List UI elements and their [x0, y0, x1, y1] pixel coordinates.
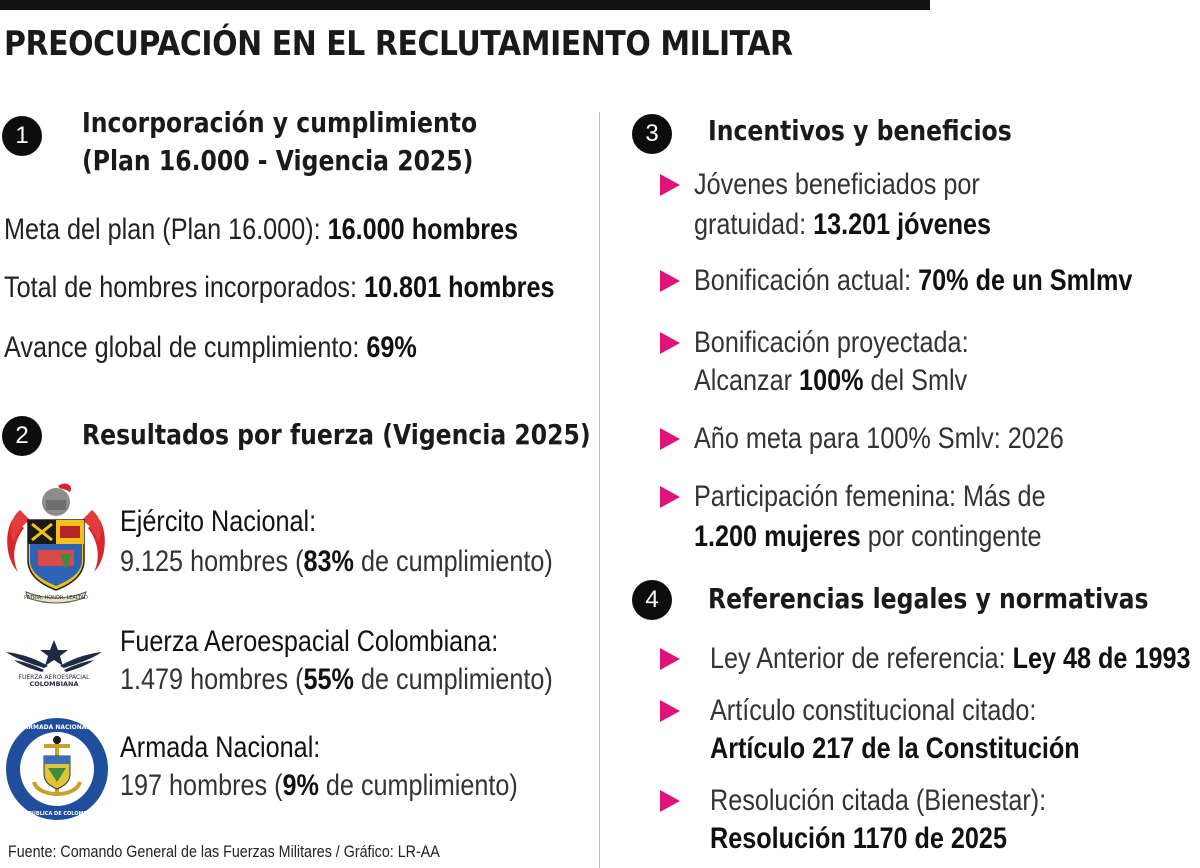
armada-logo-bottom: REPÚBLICA DE COLOMBIA: [21, 810, 93, 817]
youth-beneficiaries-value: 13.201 jóvenes: [813, 208, 992, 241]
fuerza-aeroespacial-emblem-icon: FUERZA AEROESPACIAL COLOMBIANA: [6, 640, 102, 688]
youth-beneficiaries-label: gratuidad:: [694, 208, 814, 241]
bullet-arrow-icon: [660, 174, 680, 196]
youth-beneficiaries-line2: gratuidad: 13.201 jóvenes: [694, 206, 991, 244]
plan-goal-value: 16.000 hombres: [327, 213, 519, 246]
total-incorporated-value: 10.801 hombres: [364, 271, 555, 304]
fac-pct: 55%: [303, 663, 354, 696]
section-1-number: 1: [2, 116, 42, 156]
constitutional-article-value: Artículo 217 de la Constitución: [710, 732, 1080, 765]
female-participation-value: 1.200 mujeres: [694, 520, 861, 553]
ejercito-result: 9.125 hombres (83% de cumplimiento): [120, 544, 553, 580]
bullet-arrow-icon: [660, 700, 680, 722]
armada-name: Armada Nacional:: [120, 731, 321, 764]
column-divider: [599, 112, 600, 868]
armada-logo-top: ARMADA NACIONAL: [24, 724, 91, 731]
resolution-line1: Resolución citada (Bienestar):: [710, 784, 1047, 817]
previous-law-label: Ley Anterior de referencia:: [710, 642, 1013, 675]
armada-nacional-seal-icon: ARMADA NACIONAL REPÚBLICA DE COLOMBIA: [6, 718, 108, 820]
top-rule: [0, 0, 930, 10]
global-progress-value: 69%: [366, 331, 417, 364]
female-participation-post: por contingente: [860, 520, 1042, 553]
bullet-arrow-icon: [660, 790, 680, 812]
resolution-value: Resolución 1170 de 2025: [710, 822, 1007, 855]
current-bonus: Bonificación actual: 70% de un Smlmv: [694, 262, 1132, 300]
previous-law-value: Ley 48 de 1993: [1012, 642, 1191, 675]
resolution-line2: Resolución 1170 de 2025: [710, 820, 1007, 858]
section-4-number: 4: [632, 580, 672, 620]
fac-name: Fuerza Aeroespacial Colombiana:: [120, 625, 499, 658]
ejercito-pct: 83%: [303, 545, 354, 578]
bullet-arrow-icon: [660, 270, 680, 292]
section-2-number: 2: [2, 416, 42, 456]
female-participation-line2: 1.200 mujeres por contingente: [694, 518, 1041, 556]
armada-result: 197 hombres (9% de cumplimiento): [120, 768, 518, 804]
section-3-title: Incentivos y beneficios: [708, 114, 1012, 147]
armada-pct: 9%: [282, 769, 319, 802]
constitutional-article-line2: Artículo 217 de la Constitución: [710, 730, 1080, 768]
fac-result: 1.479 hombres (55% de cumplimiento): [120, 662, 553, 698]
ejercito-coat-of-arms-icon: PATRIA, HONOR, LEALTAD: [7, 483, 105, 604]
current-bonus-label: Bonificación actual:: [694, 264, 919, 297]
section-3-number: 3: [632, 114, 672, 154]
projected-bonus-value: 100%: [799, 364, 864, 397]
ejercito-suffix: de cumplimiento): [353, 545, 553, 578]
target-year: Año meta para 100% Smlv: 2026: [694, 422, 1064, 455]
fac-suffix: de cumplimiento): [353, 663, 553, 696]
ejercito-name: Ejército Nacional:: [120, 505, 317, 538]
fac-logo-line2: COLOMBIANA: [29, 680, 78, 688]
bullet-arrow-icon: [660, 332, 680, 354]
bullet-arrow-icon: [660, 486, 680, 508]
female-participation-line1: Participación femenina: Más de: [694, 480, 1046, 513]
page-title: PREOCUPACIÓN EN EL RECLUTAMIENTO MILITAR: [4, 24, 793, 64]
previous-law: Ley Anterior de referencia: Ley 48 de 19…: [710, 640, 1191, 678]
section-1-title-line1: Incorporación y cumplimiento: [82, 106, 478, 139]
section-4-title: Referencias legales y normativas: [708, 582, 1149, 615]
armada-suffix: de cumplimiento): [318, 769, 518, 802]
bullet-arrow-icon: [660, 428, 680, 450]
fac-logo-line1: FUERZA AEROESPACIAL: [19, 674, 91, 681]
global-progress-label: Avance global de cumplimiento:: [4, 331, 367, 364]
plan-goal-label: Meta del plan (Plan 16.000):: [4, 213, 328, 246]
constitutional-article-line1: Artículo constitucional citado:: [710, 694, 1037, 727]
fac-men: 1.479 hombres (: [120, 663, 304, 696]
youth-beneficiaries-line1: Jóvenes beneficiados por: [694, 168, 980, 201]
armada-men: 197 hombres (: [120, 769, 283, 802]
bullet-arrow-icon: [660, 648, 680, 670]
plan-goal: Meta del plan (Plan 16.000): 16.000 homb…: [4, 212, 518, 248]
projected-bonus-pre: Alcanzar: [694, 364, 800, 397]
projected-bonus-line1: Bonificación proyectada:: [694, 326, 969, 359]
global-progress: Avance global de cumplimiento: 69%: [4, 330, 417, 366]
section-1-title-line2: (Plan 16.000 - Vigencia 2025): [82, 144, 474, 177]
ejercito-men: 9.125 hombres (: [120, 545, 304, 578]
projected-bonus-post: del Smlv: [863, 364, 968, 397]
source-credit: Fuente: Comando General de las Fuerzas M…: [8, 842, 440, 861]
section-2-title: Resultados por fuerza (Vigencia 2025): [82, 418, 591, 451]
projected-bonus-line2: Alcanzar 100% del Smlv: [694, 362, 967, 400]
total-incorporated: Total de hombres incorporados: 10.801 ho…: [4, 270, 555, 306]
total-incorporated-label: Total de hombres incorporados:: [4, 271, 365, 304]
current-bonus-value: 70% de un Smlmv: [918, 264, 1133, 297]
ejercito-motto: PATRIA, HONOR, LEALTAD: [24, 595, 88, 601]
